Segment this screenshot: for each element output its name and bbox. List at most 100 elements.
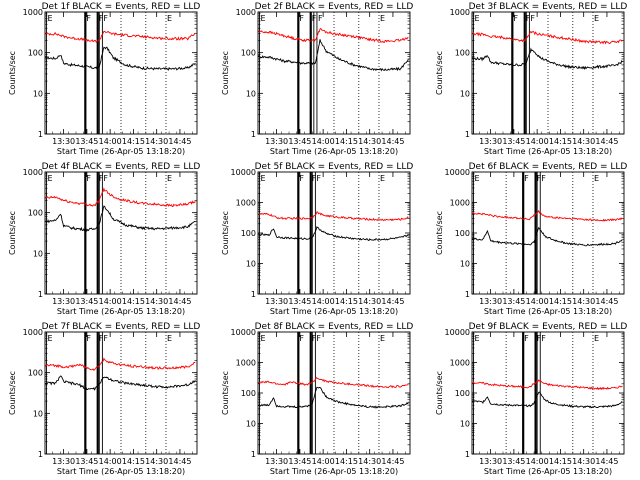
event-marker-label: F: [299, 14, 304, 23]
x-axis-label: Start Time (26-Apr-05 13:18:20): [484, 467, 612, 476]
event-marker-label: E: [48, 14, 53, 23]
event-marker-label: E: [48, 174, 53, 183]
y-tick-label: 1: [251, 290, 256, 299]
y-tick-label: 10: [460, 89, 470, 98]
x-tick-label: 14:15: [549, 297, 572, 306]
y-axis-label: Counts/sec: [221, 371, 230, 415]
panel-title: Det 1f BLACK = Events, RED = LLD: [42, 2, 201, 12]
event-marker-label: F: [316, 174, 321, 183]
event-marker-label: E: [475, 334, 480, 343]
x-tick-label: 14:30: [358, 457, 381, 466]
y-axis-label: Counts/sec: [435, 51, 444, 95]
y-tick-label: 1000: [23, 328, 43, 337]
lld-series-line: [44, 187, 196, 207]
event-marker-label: F: [99, 174, 104, 183]
y-tick-label: 100: [455, 49, 470, 58]
x-tick-label: 14:15: [122, 137, 145, 146]
y-axis-label: Counts/sec: [221, 51, 230, 95]
y-tick-label: 10000: [445, 168, 470, 177]
y-tick-label: 100: [28, 49, 43, 58]
y-tick-label: 10000: [231, 168, 256, 177]
x-tick-label: 14:15: [335, 457, 358, 466]
plot-frame: [257, 11, 411, 135]
event-marker-label: F: [318, 14, 323, 23]
x-tick-label: 13:45: [288, 297, 311, 306]
x-tick-label: 14:15: [335, 137, 358, 146]
x-tick-label: 14:00: [526, 457, 549, 466]
x-tick-label: 14:00: [99, 297, 122, 306]
plot-frame: [257, 331, 411, 455]
event-marker-label: E: [594, 334, 599, 343]
event-marker-label: F: [312, 174, 317, 183]
x-tick-label: 13:30: [265, 457, 288, 466]
y-tick-label: 1000: [23, 8, 43, 17]
events-series-line: [257, 386, 409, 409]
x-tick-label: 14:45: [595, 457, 618, 466]
detector-panel: Det 6f BLACK = Events, RED = LLD Counts/s…: [435, 162, 627, 316]
x-tick-label: 13:30: [479, 297, 502, 306]
y-tick-label: 100: [28, 209, 43, 218]
x-tick-label: 14:45: [595, 297, 618, 306]
x-tick-label: 14:15: [122, 297, 145, 306]
event-marker-label: F: [312, 334, 317, 343]
event-marker-label: F: [103, 334, 108, 343]
x-tick-label: 14:30: [145, 457, 168, 466]
events-series-line: [45, 46, 196, 71]
x-tick-label: 13:30: [265, 137, 288, 146]
x-axis-label: Start Time (26-Apr-05 13:18:20): [57, 307, 185, 316]
detector-panel: Det 1f BLACK = Events, RED = LLD Counts/s…: [8, 2, 200, 156]
events-series-line: [471, 391, 623, 409]
detector-panel: Det 8f BLACK = Events, RED = LLD Counts/s…: [221, 322, 413, 476]
event-marker-label: F: [541, 174, 546, 183]
y-tick-label: 1: [465, 290, 470, 299]
panel-title: Det 4f BLACK = Events, RED = LLD: [42, 162, 201, 172]
x-tick-label: 14:45: [168, 297, 191, 306]
panel-title: Det 5f BLACK = Events, RED = LLD: [255, 162, 414, 172]
event-marker-label: E: [261, 174, 266, 183]
y-tick-label: 1000: [450, 8, 470, 17]
panel-title: Det 6f BLACK = Events, RED = LLD: [469, 162, 628, 172]
y-axis-label: Counts/sec: [8, 51, 17, 95]
y-tick-label: 10: [33, 89, 43, 98]
event-marker-label: E: [167, 174, 172, 183]
event-marker-label: F: [526, 14, 531, 23]
x-tick-label: 14:15: [335, 297, 358, 306]
x-tick-label: 14:00: [526, 137, 549, 146]
x-tick-label: 14:45: [595, 137, 618, 146]
y-axis-label: Counts/sec: [8, 211, 17, 255]
y-tick-label: 1000: [236, 199, 256, 208]
lld-series-line: [44, 357, 196, 371]
x-tick-label: 13:45: [75, 297, 98, 306]
x-tick-label: 14:00: [99, 137, 122, 146]
lld-series-line: [472, 209, 623, 222]
event-marker-label: E: [167, 14, 172, 23]
event-marker-label: F: [524, 174, 529, 183]
event-marker-label: F: [299, 174, 304, 183]
x-tick-label: 14:00: [312, 137, 335, 146]
event-marker-label: F: [530, 14, 535, 23]
y-tick-label: 1: [38, 450, 43, 459]
plot-frame: [471, 171, 625, 295]
y-tick-label: 10000: [231, 328, 256, 337]
y-tick-label: 100: [455, 229, 470, 238]
x-tick-label: 13:45: [288, 137, 311, 146]
event-marker-label: F: [86, 334, 91, 343]
detector-panel: Det 9f BLACK = Events, RED = LLD Counts/s…: [435, 322, 627, 476]
lld-series-line: [471, 30, 623, 45]
panel-title: Det 7f BLACK = Events, RED = LLD: [42, 322, 201, 332]
panel-title: Det 8f BLACK = Events, RED = LLD: [255, 322, 414, 332]
x-tick-label: 14:15: [549, 457, 572, 466]
x-tick-label: 14:45: [381, 457, 404, 466]
event-marker-label: F: [86, 14, 91, 23]
x-tick-label: 13:30: [52, 137, 75, 146]
events-series-line: [257, 226, 409, 242]
x-axis-label: Start Time (26-Apr-05 13:18:20): [484, 147, 612, 156]
detector-panel: Det 5f BLACK = Events, RED = LLD Counts/s…: [221, 162, 413, 316]
x-axis-label: Start Time (26-Apr-05 13:18:20): [484, 307, 612, 316]
event-marker-label: E: [261, 334, 266, 343]
event-marker-label: E: [380, 334, 385, 343]
detector-panel: Det 7f BLACK = Events, RED = LLD Counts/s…: [8, 322, 200, 476]
event-marker-label: E: [380, 14, 385, 23]
event-marker-label: E: [594, 174, 599, 183]
y-axis-label: Counts/sec: [221, 211, 230, 255]
